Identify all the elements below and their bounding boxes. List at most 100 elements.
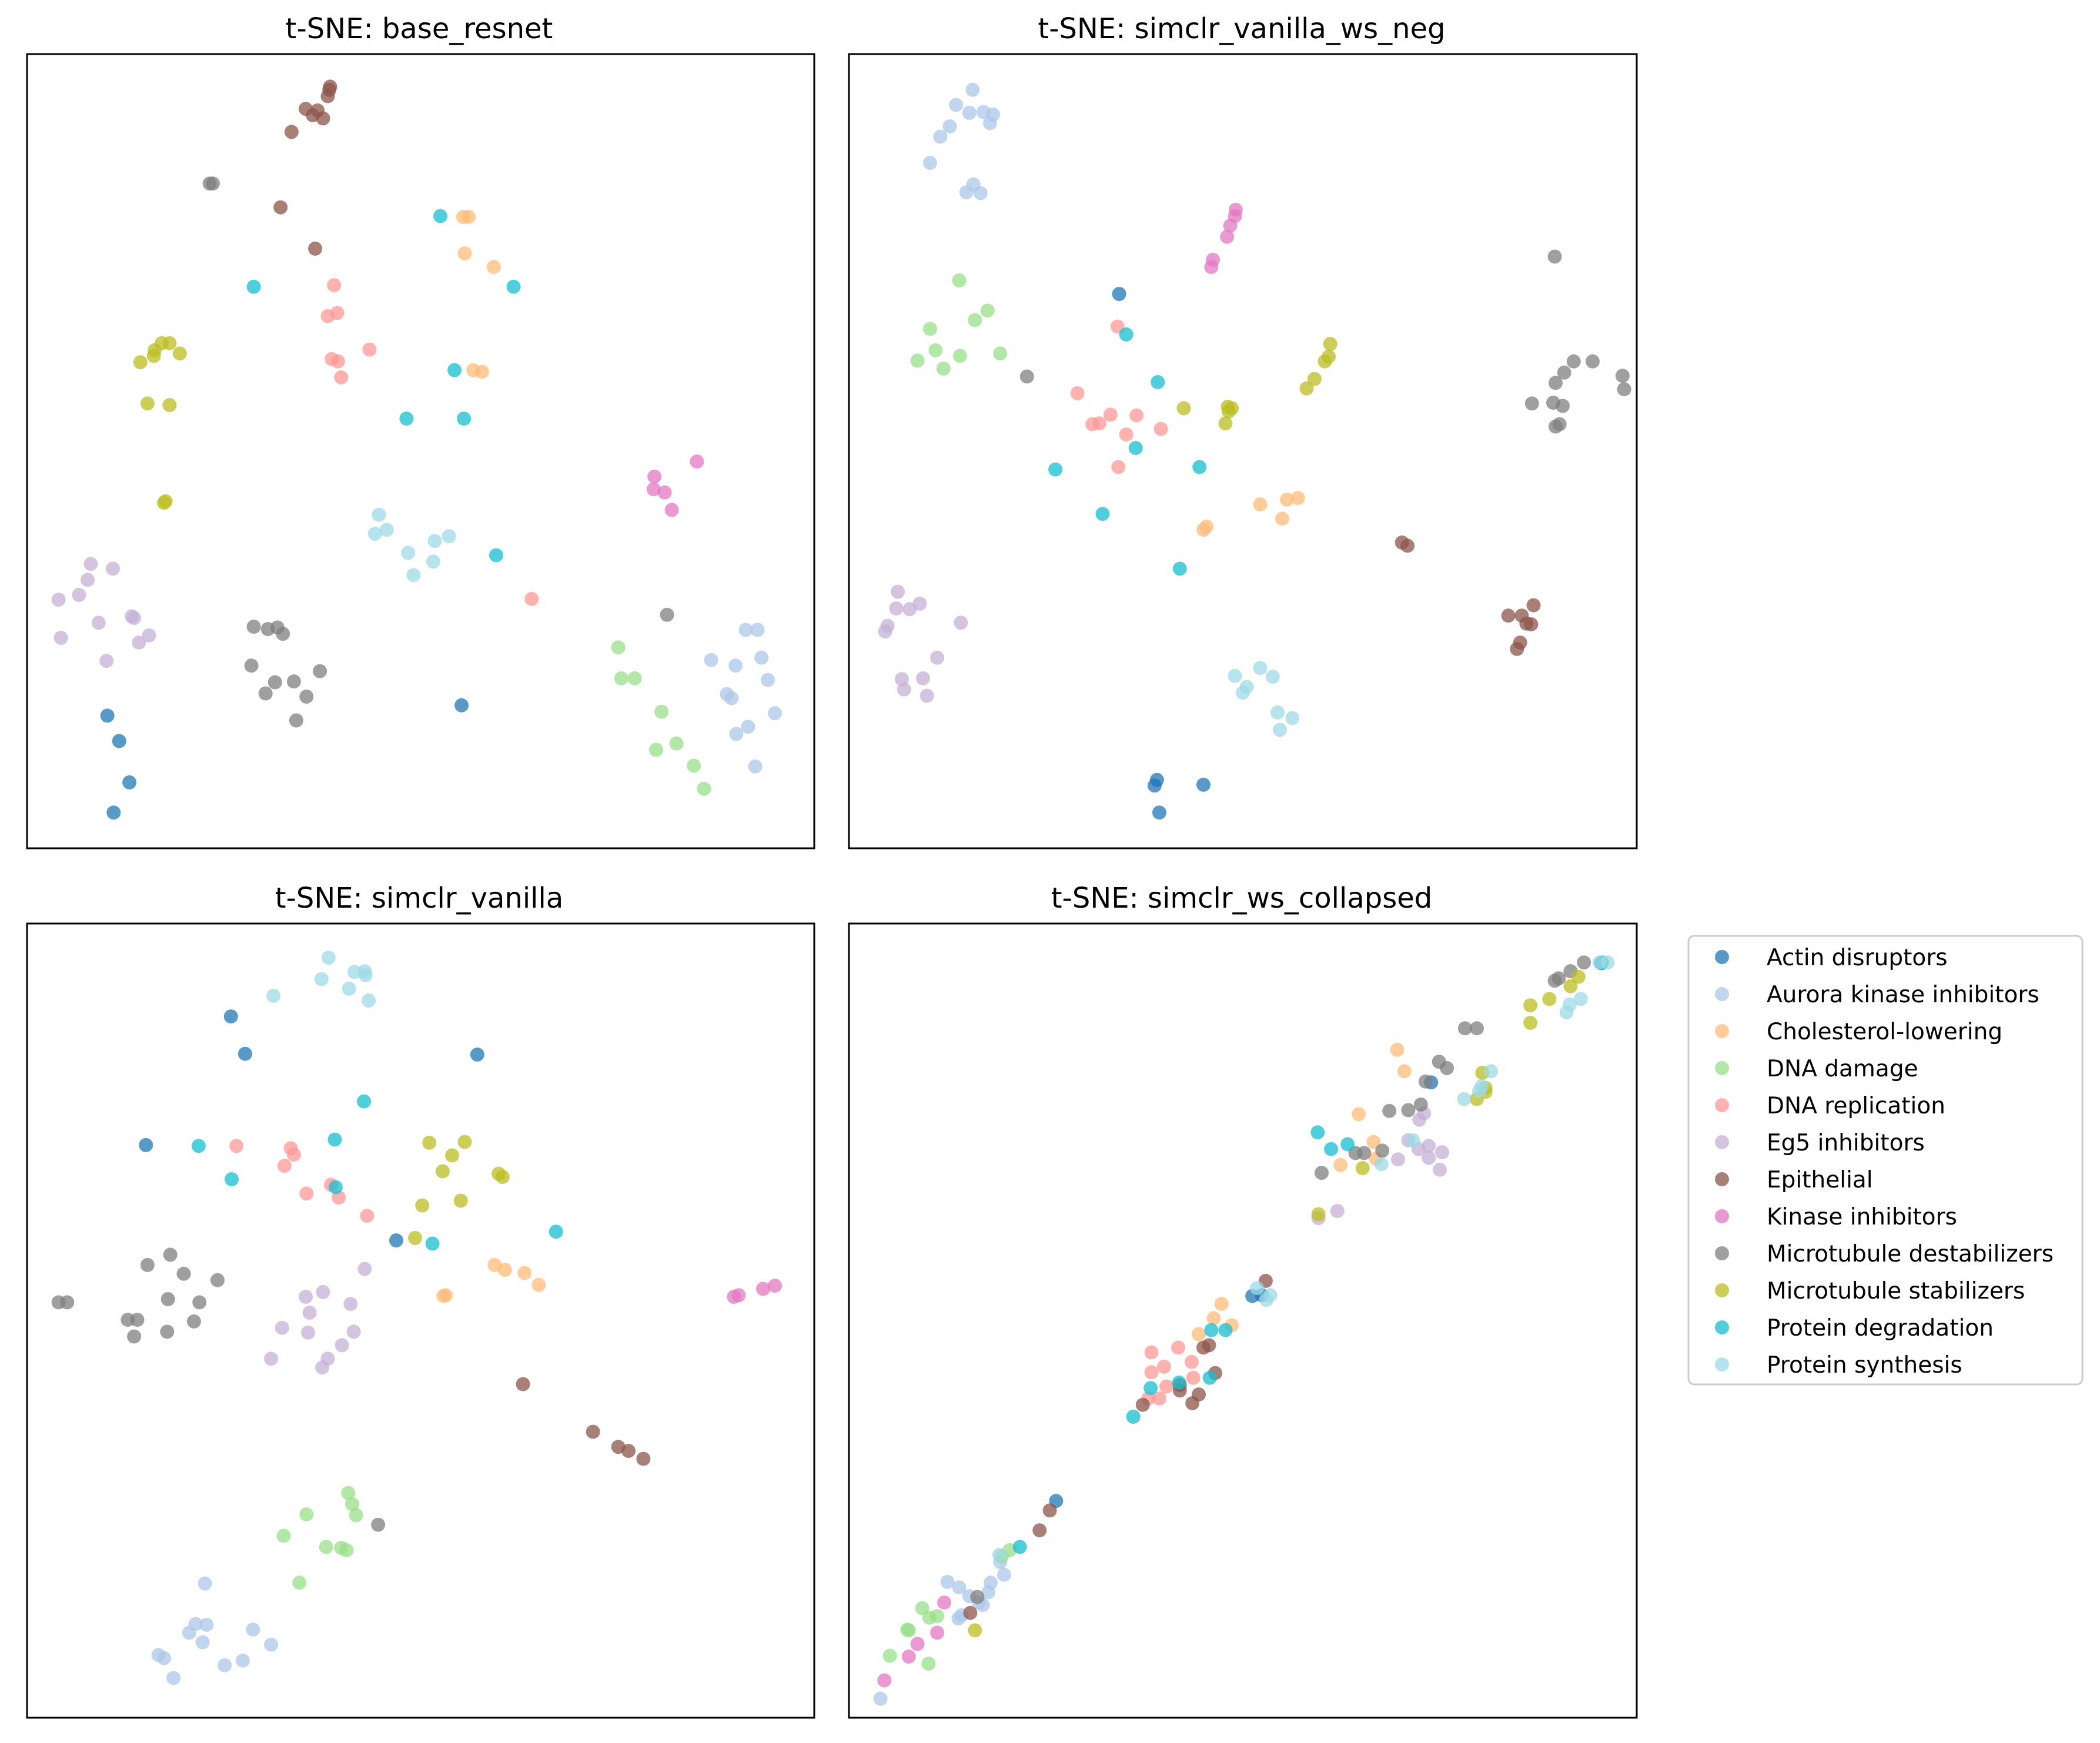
point-protein-synthesis — [1285, 711, 1300, 725]
point-microtubule-destabilizers — [1566, 354, 1581, 369]
point-dna-damage — [614, 671, 628, 685]
point-protein-synthesis — [1406, 1133, 1420, 1147]
point-microtubule-stabilizers — [415, 1198, 430, 1213]
point-epithelial — [1513, 635, 1527, 650]
point-eg5-inhibitors — [930, 650, 945, 665]
point-eg5-inhibitors — [878, 624, 892, 639]
point-eg5-inhibitors — [316, 1284, 330, 1299]
legend-marker-microtubule-destabilizers — [1715, 1246, 1729, 1260]
point-protein-synthesis — [314, 972, 329, 986]
point-aurora-kinase-inhibitors — [741, 720, 755, 734]
point-protein-synthesis — [1472, 1084, 1486, 1099]
point-kinase-inhibitors — [1223, 218, 1238, 233]
point-microtubule-stabilizers — [1571, 969, 1586, 984]
point-protein-degradation — [1172, 1375, 1186, 1390]
point-epithelial — [1400, 538, 1415, 553]
legend-label-kinase-inhibitors: Kinase inhibitors — [1767, 1204, 1957, 1230]
point-eg5-inhibitors — [891, 584, 905, 599]
point-aurora-kinase-inhibitors — [768, 706, 782, 721]
legend-marker-protein-synthesis — [1715, 1357, 1729, 1371]
point-protein-degradation — [549, 1225, 563, 1239]
point-microtubule-destabilizers — [1557, 365, 1571, 380]
point-eg5-inhibitors — [897, 682, 911, 697]
point-microtubule-stabilizers — [495, 1170, 510, 1184]
point-protein-synthesis — [266, 988, 281, 1003]
point-dna-damage — [349, 1508, 363, 1523]
point-aurora-kinase-inhibitors — [933, 129, 948, 144]
point-microtubule-destabilizers — [1586, 354, 1600, 369]
point-aurora-kinase-inhibitors — [952, 1580, 967, 1595]
point-aurora-kinase-inhibitors — [942, 119, 957, 133]
point-eg5-inhibitors — [1330, 1204, 1345, 1219]
point-protein-synthesis — [1484, 1064, 1499, 1079]
point-actin-disruptors — [122, 775, 137, 789]
point-eg5-inhibitors — [357, 1262, 372, 1276]
point-cholesterol-lowering — [457, 246, 472, 261]
point-microtubule-destabilizers — [1019, 369, 1034, 384]
point-actin-disruptors — [389, 1233, 403, 1247]
point-epithelial — [273, 200, 288, 215]
point-microtubule-destabilizers — [140, 1257, 155, 1272]
point-dna-replication — [229, 1139, 244, 1153]
point-microtubule-stabilizers — [457, 1135, 472, 1149]
point-protein-synthesis — [1259, 1293, 1274, 1307]
point-cholesterol-lowering — [1275, 511, 1289, 526]
point-dna-damage — [654, 704, 669, 719]
point-microtubule-destabilizers — [267, 675, 282, 690]
point-kinase-inhibitors — [646, 482, 661, 497]
point-protein-synthesis — [427, 534, 442, 548]
point-cholesterol-lowering — [1366, 1135, 1381, 1149]
point-protein-synthesis — [372, 507, 386, 522]
scatter-points — [873, 955, 1615, 1706]
point-cholesterol-lowering — [1214, 1297, 1229, 1312]
point-epithelial — [636, 1451, 651, 1466]
point-protein-synthesis — [992, 1548, 1006, 1562]
point-microtubule-stabilizers — [1523, 1015, 1538, 1030]
point-aurora-kinase-inhibitors — [748, 759, 763, 774]
point-microtubule-destabilizers — [289, 713, 303, 728]
point-microtubule-destabilizers — [1549, 376, 1563, 390]
point-eg5-inhibitors — [1422, 1150, 1436, 1165]
point-eg5-inhibitors — [81, 573, 95, 587]
point-microtubule-destabilizers — [160, 1292, 175, 1306]
point-actin-disruptors — [106, 805, 121, 820]
legend-frame — [1687, 935, 2084, 1386]
point-dna-damage — [952, 273, 967, 287]
point-protein-synthesis — [1270, 705, 1285, 720]
point-dna-damage — [936, 362, 951, 376]
point-microtubule-stabilizers — [1523, 998, 1538, 1013]
point-dna-replication — [1111, 460, 1126, 474]
point-microtubule-stabilizers — [162, 336, 177, 350]
point-microtubule-destabilizers — [1401, 1103, 1416, 1118]
point-microtubule-destabilizers — [1382, 1103, 1397, 1118]
point-dna-damage — [901, 1623, 916, 1638]
point-aurora-kinase-inhibitors — [959, 185, 974, 200]
point-microtubule-destabilizers — [660, 607, 674, 622]
point-dna-damage — [341, 1486, 356, 1500]
point-aurora-kinase-inhibitors — [973, 186, 988, 200]
point-protein-degradation — [1012, 1540, 1027, 1554]
point-epithelial — [1526, 598, 1541, 613]
point-cholesterol-lowering — [1290, 491, 1305, 506]
point-dna-damage — [952, 349, 967, 363]
point-eg5-inhibitors — [1391, 1152, 1405, 1167]
point-kinase-inhibitors — [910, 1637, 925, 1651]
point-dna-replication — [330, 354, 345, 369]
point-dna-damage — [921, 1657, 936, 1671]
point-protein-synthesis — [379, 523, 394, 537]
point-epithelial — [308, 242, 323, 256]
point-dna-replication — [1184, 1354, 1199, 1369]
legend-entries: Actin disruptors Aurora kinase inhibitors… — [1715, 945, 2054, 1379]
point-aurora-kinase-inhibitors — [997, 1567, 1011, 1582]
point-microtubule-destabilizers — [1547, 973, 1562, 988]
point-microtubule-stabilizers — [436, 1164, 450, 1179]
point-protein-synthesis — [1228, 668, 1242, 683]
point-kinase-inhibitors — [664, 503, 679, 517]
point-eg5-inhibitors — [83, 557, 98, 571]
point-protein-synthesis — [367, 527, 382, 541]
subplot-simclr-ws-collapsed: t-SNE: simclr_ws_collapsed — [848, 882, 1638, 1719]
point-aurora-kinase-inhibitors — [198, 1576, 212, 1591]
point-microtubule-destabilizers — [313, 664, 327, 678]
